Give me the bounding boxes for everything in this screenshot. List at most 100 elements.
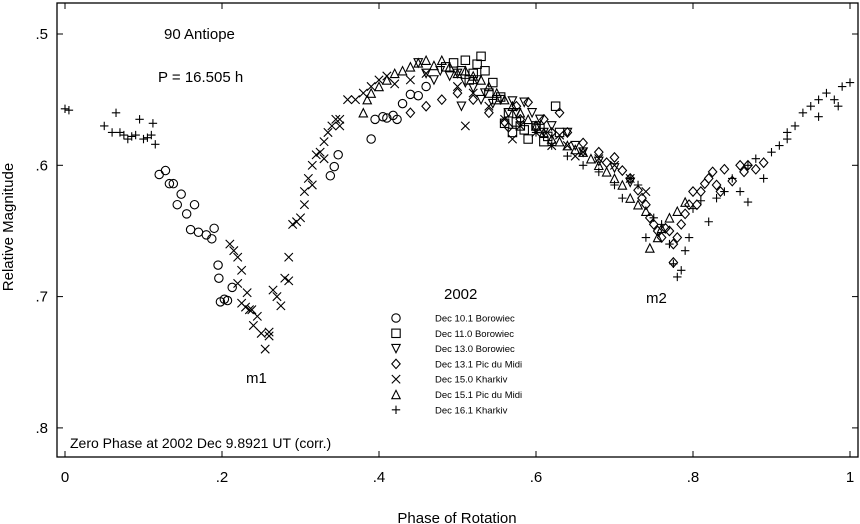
data-point-plus [578,161,588,170]
data-point-circle [181,209,192,219]
data-point-triangle-up [664,212,675,223]
y-tick-label: .7 [35,289,48,306]
data-point-triangle-up [640,205,651,217]
data-point-x [284,252,294,262]
data-point-diamond [676,218,687,230]
y-tick-label: .6 [35,157,48,174]
data-point-triangle-up [656,222,667,234]
axis-ticks: 0 .2 .4 .6 .8 1 .5 .6 .7 .8 [35,3,858,486]
data-point-triangle-down [421,68,432,79]
data-point-plus [830,95,839,104]
data-point-circle [222,295,233,306]
data-point-triangle-up [507,100,518,111]
data-point-circle [207,234,217,244]
data-point-x [641,186,651,197]
data-point-circle [172,199,183,210]
data-point-x [252,311,262,321]
legend-entry: Dec 13.1 Pic du Midi [435,359,522,370]
data-point-x [327,121,337,131]
data-point-x [240,302,251,312]
data-point-diamond [707,166,718,178]
data-point-diamond [538,113,549,125]
data-point-triangle-up [452,67,463,79]
period-label: P = 16.505 h [158,69,243,86]
data-point-triangle-down [519,97,530,108]
data-point-plus [704,217,713,226]
data-point-x [315,147,325,157]
data-point-square [480,66,490,76]
data-point-plus [547,141,556,150]
data-point-plus [100,121,109,131]
data-point-diamond [750,163,761,175]
data-point-diamond [546,126,557,139]
data-point-x [468,88,478,98]
data-point-x [248,320,258,331]
y-tick-label: .8 [35,420,48,437]
data-point-circle [185,224,196,235]
data-point-x [247,305,257,315]
x-tick-label: .6 [530,469,543,486]
data-point-diamond [625,172,636,184]
data-point-circle [164,178,175,189]
data-point-diamond [637,192,647,204]
data-point-plus [743,197,753,207]
data-point-square [472,59,482,69]
data-point-plus [633,180,643,190]
data-point-triangle-up [373,81,385,92]
data-point-triangle-up [562,140,573,151]
data-point-circle [421,81,431,92]
data-point-circle [392,114,402,125]
data-point-plus [735,187,745,196]
data-point-diamond [503,121,514,133]
data-point-diamond [483,107,494,119]
data-point-circle [382,113,392,123]
data-point-circle [160,165,171,176]
data-point-triangle-up [617,179,628,190]
data-point-x [609,160,620,170]
data-point-square [476,51,486,62]
data-point-circle [189,199,200,210]
data-point-x [343,95,353,105]
data-point-triangle-up [491,87,502,98]
data-point-circle [213,260,223,270]
data-point-diamond [691,199,702,211]
y-axis-label: Relative Magnitude [0,163,17,291]
data-point-plus [822,88,831,98]
data-point-x [578,147,588,157]
data-point-triangle-down [570,140,581,152]
data-point-x [405,75,415,85]
data-point-plus [626,174,635,183]
data-point-triangle-down [507,96,518,107]
data-point-diamond [617,165,628,177]
data-point-x [484,101,494,111]
data-point-diamond [562,126,573,139]
data-point-x [366,81,376,92]
data-point-triangle-up [515,107,526,118]
data-point-circle [325,171,336,181]
data-point-triangle-down [413,58,424,69]
data-point-triangle-up [680,196,691,207]
x-tick-label: 0 [61,469,69,486]
data-point-x [460,121,470,131]
data-point-diamond [601,157,612,169]
data-point-triangle-down [479,88,491,99]
data-point-diamond [668,238,679,250]
data-point-triangle-up [585,153,597,164]
data-point-triangle-up [468,70,479,81]
data-point-triangle-up [444,61,455,72]
data-point-x [280,273,290,283]
data-point-x [276,301,286,311]
annotation-m2: m2 [646,290,667,307]
data-point-x [237,265,247,275]
data-point-x [421,68,431,78]
data-point-plus [610,180,619,190]
legend-entry: Dec 10.1 Borowiec [435,314,515,325]
data-point-x [350,95,361,105]
legend-marker-x [391,374,401,384]
data-point-plus [649,213,658,223]
data-point-x [244,305,255,315]
data-point-diamond [758,157,769,169]
annotation-m1: m1 [246,370,267,387]
data-points [60,51,855,354]
data-point-triangle-up [421,54,432,66]
